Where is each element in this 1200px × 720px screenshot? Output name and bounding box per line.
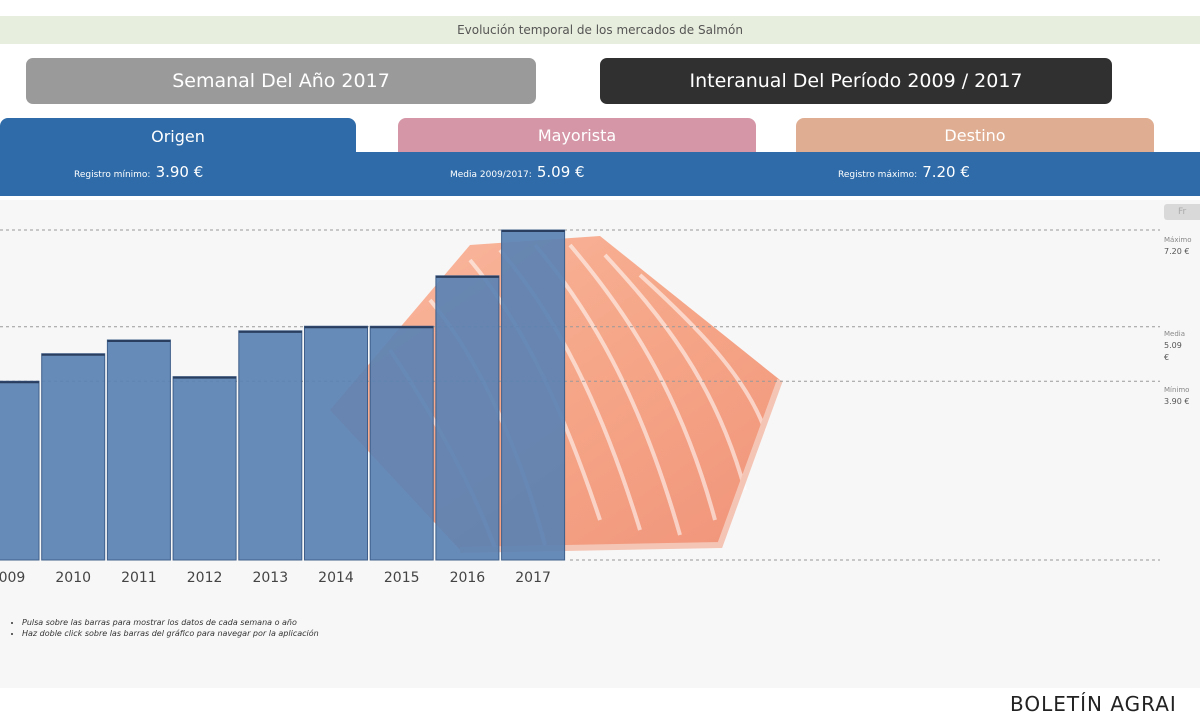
x-tick-label: 2009 — [0, 570, 25, 586]
max-side-caption: Máximo — [1164, 236, 1192, 244]
tab-origen[interactable]: Origen — [0, 118, 356, 154]
bar-2011[interactable] — [106, 339, 171, 561]
max-record-label: Registro máximo: — [838, 170, 918, 180]
min-record-label: Registro mínimo: — [74, 170, 151, 180]
tab-destino[interactable]: Destino — [796, 118, 1154, 152]
bar-2009[interactable] — [0, 380, 40, 561]
tab-origen-label: Origen — [151, 126, 205, 146]
instruction-item: Pulsa sobre las barras para mostrar los … — [22, 618, 319, 627]
bar-2017[interactable] — [501, 229, 566, 561]
app-header: Evolución temporal de los mercados de Sa… — [0, 16, 1200, 44]
x-axis-tick-labels: 2009 2010 2011 2012 2013 2014 2015 2016 2017 — [0, 570, 551, 586]
x-tick-label: 2017 — [515, 570, 551, 586]
legend-toggle-button[interactable]: Fr — [1164, 204, 1200, 220]
x-tick-label: 2011 — [121, 570, 157, 586]
legend-toggle-label: Fr — [1178, 207, 1187, 217]
max-side-label: Máximo 7.20 € — [1164, 234, 1192, 258]
bar-2010[interactable] — [41, 353, 106, 561]
x-tick-label: 2016 — [450, 570, 486, 586]
min-record-stat: Registro mínimo: 3.90 € — [74, 162, 203, 181]
bar-2012[interactable] — [172, 376, 237, 561]
weekly-period-label: Semanal Del Año 2017 — [172, 70, 390, 92]
min-side-value: 3.90 € — [1164, 397, 1190, 406]
mean-value: 5.09 € — [536, 163, 585, 181]
mean-side-value: 5.09 — [1164, 341, 1182, 350]
max-record-stat: Registro máximo: 7.20 € — [838, 162, 970, 181]
max-record-value: 7.20 € — [922, 163, 970, 181]
interannual-period-button[interactable]: Interanual Del Período 2009 / 2017 — [600, 58, 1112, 104]
instructions-list: Pulsa sobre las barras para mostrar los … — [10, 618, 319, 640]
mean-side-caption: Media — [1164, 330, 1186, 338]
footer-brand: BOLETÍN AGRAI — [1010, 692, 1177, 716]
weekly-period-button[interactable]: Semanal Del Año 2017 — [26, 58, 536, 104]
bar-2015[interactable] — [369, 325, 434, 561]
bar-2016[interactable] — [435, 275, 500, 561]
x-tick-label: 2013 — [252, 570, 288, 586]
min-record-value: 3.90 € — [155, 163, 204, 181]
mean-side-label: Media 5.09 € — [1164, 328, 1200, 364]
page-title: Evolución temporal de los mercados de Sa… — [457, 23, 743, 37]
mean-stat: Media 2009/2017: 5.09 € — [450, 162, 585, 181]
mean-side-unit: € — [1164, 353, 1170, 362]
min-side-caption: Mínimo — [1164, 386, 1190, 394]
x-tick-label: 2012 — [187, 570, 223, 586]
stats-bar: Registro mínimo: 3.90 € Media 2009/2017:… — [0, 152, 1200, 196]
x-tick-label: 2014 — [318, 570, 354, 586]
max-side-value: 7.20 € — [1164, 247, 1190, 256]
x-tick-label: 2015 — [384, 570, 420, 586]
bar-2013[interactable] — [238, 330, 303, 561]
instruction-item: Haz doble click sobre las barras del grá… — [22, 629, 319, 638]
tab-mayorista[interactable]: Mayorista — [398, 118, 756, 152]
bar-2014[interactable] — [304, 325, 368, 561]
tab-destino-label: Destino — [944, 125, 1006, 145]
min-side-label: Mínimo 3.90 € — [1164, 384, 1189, 408]
mean-label: Media 2009/2017: — [450, 170, 532, 180]
bar-chart: 2009 2010 2011 2012 2013 2014 2015 2016 2017 — [0, 229, 1160, 586]
interannual-period-label: Interanual Del Período 2009 / 2017 — [689, 70, 1023, 92]
bar-series — [0, 229, 566, 561]
tab-mayorista-label: Mayorista — [537, 125, 617, 145]
x-tick-label: 2010 — [55, 570, 91, 586]
